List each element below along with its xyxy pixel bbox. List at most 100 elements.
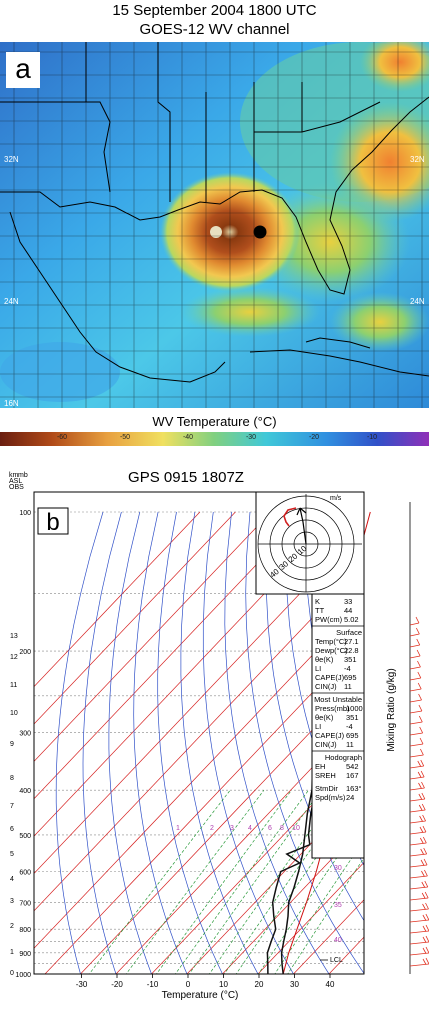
skew-t-sounding: GPS 0915 1807Z km mb ASL OBS b 131211109…: [0, 460, 429, 1013]
mixing-ratio-label: 10: [292, 825, 300, 832]
isotherm: [34, 600, 364, 949]
wind-barb: [409, 671, 422, 681]
pressure-tick-label: 700: [19, 900, 31, 907]
km-tick-label: 1: [10, 949, 14, 956]
isotherm: [34, 511, 272, 762]
index-value: 5.02: [344, 615, 359, 624]
wind-barb: [409, 693, 422, 703]
mixing-ratio-line: [188, 789, 322, 974]
theta-label: 40: [334, 937, 342, 944]
surface-key: Temp(°C): [315, 637, 347, 646]
lat-label-24n-right: 24N: [410, 297, 425, 306]
theta-label: 30: [334, 865, 342, 872]
pressure-tick-label: 800: [19, 927, 31, 934]
theta-label: 35: [334, 902, 342, 909]
mixing-ratio-label: 6: [268, 825, 272, 832]
surface-value: 27.1: [344, 637, 359, 646]
x-axis-label: Temperature (°C): [162, 990, 239, 1001]
lcl-label: LCL: [330, 957, 343, 964]
wind-barb: [409, 880, 429, 890]
index-value: 33: [344, 597, 352, 606]
isotherm: [34, 511, 236, 725]
colorbar-tick: -30: [245, 434, 257, 441]
surface-key: Dewp(°C): [315, 646, 348, 655]
corner-label-mb: mb: [18, 472, 28, 479]
wind-barb: [409, 781, 425, 791]
surface-title: Surface: [336, 628, 362, 637]
mixing-ratio-line: [174, 789, 309, 974]
isotherm: [34, 511, 307, 800]
dry-adiabat: [202, 511, 294, 974]
left-axis: 1312111098765432101002003004005006007008…: [10, 510, 31, 979]
km-tick-label: 9: [10, 741, 14, 748]
isotherm: [80, 675, 364, 974]
x-tick-label: 20: [255, 980, 264, 989]
corner-label-asl: ASL: [9, 478, 22, 485]
hodograph-title: Hodograph: [325, 753, 362, 762]
mu-key: θe(K): [315, 713, 334, 722]
x-tick-label: -30: [76, 980, 88, 989]
isotherm: [44, 637, 364, 974]
km-tick-label: 6: [10, 826, 14, 833]
km-tick-label: 2: [10, 923, 14, 930]
corner-label-obs: OBS: [9, 484, 24, 491]
surface-key: CAPE(J): [315, 673, 345, 682]
mixing-ratio-label: 1: [176, 825, 180, 832]
wind-barbs: [409, 616, 429, 967]
colorbar-tick: -40: [182, 434, 194, 441]
wind-barb: [409, 660, 421, 670]
pressure-tick-label: 500: [19, 833, 31, 840]
pressure-tick-label: 300: [19, 730, 31, 737]
x-tick-label: 10: [219, 980, 228, 989]
wind-barb: [409, 825, 427, 835]
mixing-ratio-label: 2: [210, 825, 214, 832]
hodo-value: 24: [346, 793, 354, 802]
isotherm: [151, 749, 364, 974]
surface-key: θe(K): [315, 655, 334, 664]
mixing-ratio-label: 4: [248, 825, 252, 832]
x-axis: -30 -20 -10 0 10 20 30 40: [76, 974, 335, 989]
wv-colorbar: [0, 432, 429, 446]
colorbar-tick: -10: [366, 434, 378, 441]
dry-adiabat: [55, 511, 104, 974]
x-tick-label: -10: [147, 980, 159, 989]
hodo-key: SREH: [315, 771, 336, 780]
pressure-tick-label: 600: [19, 870, 31, 877]
km-tick-label: 0: [10, 970, 14, 977]
km-tick-label: 12: [10, 654, 18, 661]
wind-barb: [409, 737, 424, 747]
mu-key: Press(mb): [315, 704, 350, 713]
wind-barb: [409, 638, 421, 648]
mu-key: CAPE(J): [315, 731, 345, 740]
km-tick-label: 7: [10, 803, 14, 810]
wind-barb: [409, 759, 425, 769]
x-tick-label: 40: [326, 980, 335, 989]
colorbar-ticks: -60 -50 -40 -30 -20 -10: [0, 434, 429, 446]
hodo-value: 167: [346, 771, 359, 780]
mixing-ratio-line: [156, 789, 292, 974]
wind-barb: [409, 836, 427, 846]
panel-label-box: [37, 507, 69, 535]
surface-value: 22.8: [344, 646, 359, 655]
mixing-ratio-line: [88, 789, 231, 974]
index-key: PW(cm): [315, 615, 343, 624]
lat-label-32n-left: 32N: [4, 155, 19, 164]
isotherm: [34, 511, 201, 688]
mu-value: 11: [346, 740, 354, 749]
mixing-ratio-axis-label: Mixing Ratio (g/kg): [386, 668, 397, 751]
isotherm: [257, 861, 364, 974]
dry-adiabat: [82, 511, 122, 974]
wind-barb: [409, 748, 424, 758]
hodo-value: 163°: [346, 784, 362, 793]
hodo-key: StmDir: [315, 784, 338, 793]
lat-label-24n-left: 24N: [4, 297, 19, 306]
wind-barb: [409, 726, 424, 736]
x-tick-label: 30: [290, 980, 299, 989]
mixing-ratio-label: 8: [280, 825, 284, 832]
wind-barb: [409, 847, 428, 857]
wind-barb: [409, 682, 422, 692]
lat-label-16n: 16N: [4, 399, 19, 408]
most-unstable-title: Most Unstable: [314, 695, 362, 704]
surface-value: 351: [344, 655, 357, 664]
wv-map-svg: 32N 32N 24N 24N 16N: [0, 42, 429, 408]
